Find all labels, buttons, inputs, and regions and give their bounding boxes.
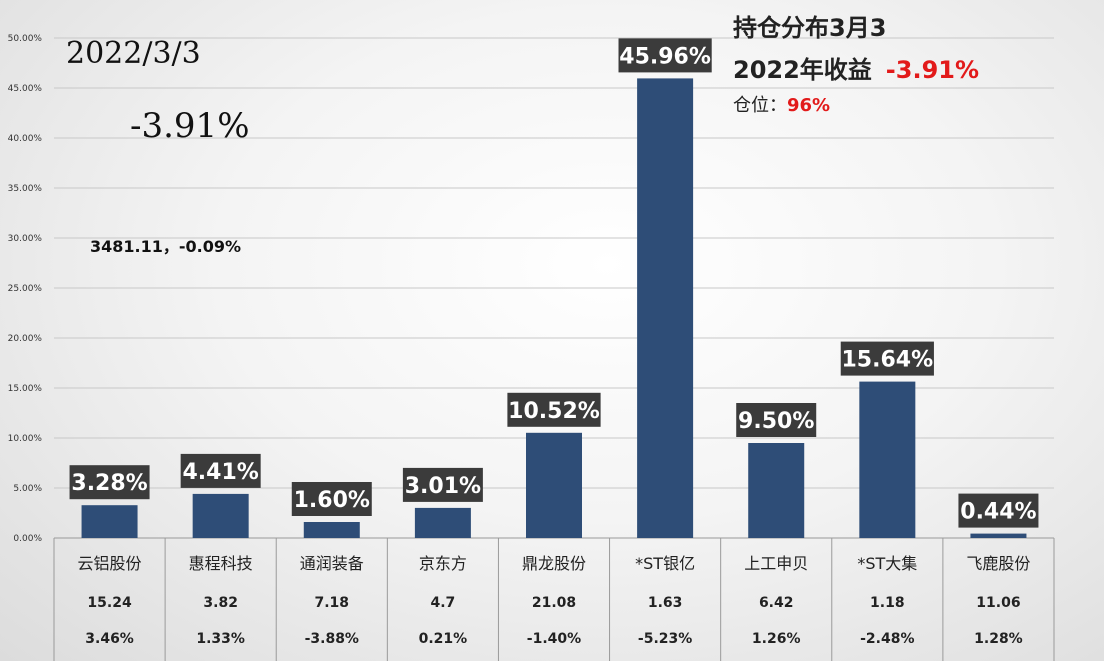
year-return-label: 2022年收益 — [733, 56, 872, 84]
category-label: 京东方 — [419, 554, 467, 573]
y-tick-label: 5.00% — [13, 484, 42, 494]
y-tick-label: 30.00% — [8, 234, 43, 244]
bar — [748, 443, 805, 538]
y-tick-label: 0.00% — [13, 534, 42, 544]
data-label-box — [840, 341, 934, 376]
data-label: 4.41% — [183, 460, 259, 485]
year-return-value: -3.91% — [885, 56, 980, 84]
category-label: 飞鹿股份 — [966, 554, 1030, 573]
position-line: 仓位：96% — [733, 91, 830, 117]
data-label-box — [507, 392, 601, 427]
y-tick-label: 45.00% — [8, 84, 43, 94]
price-label: 4.7 — [430, 595, 455, 611]
category-label: 云铝股份 — [78, 554, 142, 573]
data-label-box — [180, 453, 261, 488]
data-label: 3.28% — [71, 471, 147, 496]
daily-change-label: 0.21% — [419, 631, 468, 647]
y-tick-label: 10.00% — [8, 434, 43, 444]
bar — [81, 505, 138, 538]
y-tick-label: 50.00% — [8, 34, 43, 44]
bar — [192, 493, 249, 538]
price-label: 3.82 — [203, 595, 238, 611]
daily-return-label: -3.91% — [130, 106, 250, 146]
category-label: 通润装备 — [300, 554, 364, 573]
data-label: 9.50% — [738, 409, 814, 434]
price-label: 6.42 — [759, 595, 794, 611]
position-label: 仓位： — [733, 95, 787, 116]
y-tick-label: 20.00% — [8, 334, 43, 344]
date-label: 2022/3/3 — [66, 36, 201, 71]
category-label: 鼎龙股份 — [522, 554, 586, 573]
data-label-box — [618, 38, 712, 73]
price-label: 21.08 — [532, 595, 576, 611]
bar — [526, 432, 582, 538]
category-label: *ST大集 — [857, 554, 917, 573]
daily-change-label: -1.40% — [527, 631, 581, 647]
index-info-label: 3481.11，-0.09% — [90, 237, 242, 256]
data-label-box — [291, 482, 372, 516]
position-value: 96% — [787, 95, 831, 116]
bar — [970, 533, 1027, 538]
daily-change-label: 1.28% — [974, 631, 1023, 647]
data-label-box — [736, 403, 817, 437]
daily-change-label: -5.23% — [638, 631, 692, 647]
data-label: 3.01% — [405, 474, 481, 499]
daily-change-label: 3.46% — [85, 631, 134, 647]
data-label: 1.60% — [294, 488, 370, 513]
daily-change-label: 1.26% — [752, 631, 801, 647]
daily-change-label: -2.48% — [860, 631, 914, 647]
price-label: 1.18 — [870, 595, 905, 611]
data-label: 0.44% — [960, 500, 1036, 525]
data-label: 45.96% — [619, 44, 711, 69]
bar — [637, 78, 694, 539]
bar — [414, 507, 471, 538]
holdings-title: 持仓分布3月3 — [733, 14, 887, 42]
data-label: 10.52% — [508, 399, 600, 424]
y-tick-label: 35.00% — [8, 184, 43, 194]
year-return-line: 2022年收益 -3.91% — [733, 50, 979, 85]
data-label: 15.64% — [842, 348, 934, 373]
category-label: 上工申贝 — [744, 554, 808, 573]
y-tick-label: 15.00% — [8, 384, 43, 394]
category-label: *ST银亿 — [635, 554, 695, 573]
data-label-box — [958, 493, 1039, 528]
data-label-box — [69, 465, 150, 500]
data-label-box — [402, 467, 483, 502]
daily-change-label: 1.33% — [196, 631, 245, 647]
price-label: 15.24 — [87, 595, 132, 611]
bar — [303, 522, 360, 538]
price-label: 11.06 — [976, 595, 1020, 611]
category-label: 惠程科技 — [189, 554, 253, 573]
y-tick-label: 25.00% — [8, 284, 43, 294]
price-label: 7.18 — [315, 595, 350, 611]
y-tick-label: 40.00% — [8, 134, 43, 144]
price-label: 1.63 — [648, 595, 683, 611]
bar — [859, 381, 916, 538]
daily-change-label: -3.88% — [305, 631, 359, 647]
